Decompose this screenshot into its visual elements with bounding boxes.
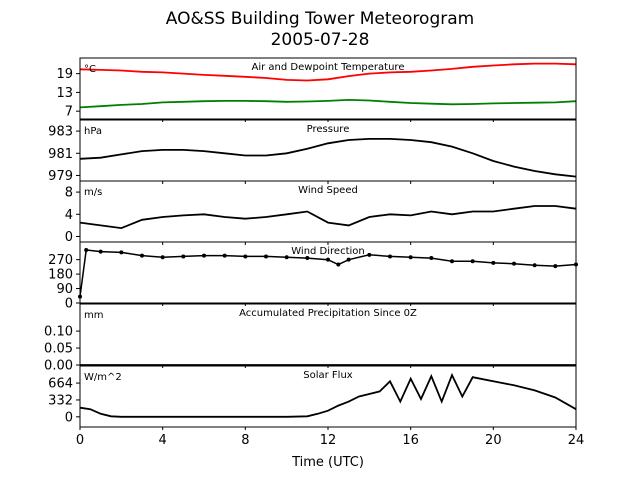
panel-title: Wind Direction bbox=[291, 246, 365, 257]
figure-title: AO&SS Building Tower Meteorogram bbox=[166, 9, 474, 29]
series-line-1 bbox=[79, 62, 577, 82]
x-tick-label: 4 bbox=[159, 433, 167, 448]
series-line-2 bbox=[79, 98, 577, 109]
panel-3: 0 4 8 m/s Wind Speed bbox=[65, 180, 577, 245]
x-tick-label: 20 bbox=[485, 433, 502, 448]
series-line-1 bbox=[79, 249, 577, 297]
x-tick-label: 16 bbox=[402, 433, 419, 448]
y-tick-label: 0 bbox=[65, 410, 73, 425]
y-tick-label: 981 bbox=[48, 147, 73, 162]
panel-unit: °C bbox=[84, 64, 96, 75]
panel-unit: W/m^2 bbox=[84, 372, 122, 383]
y-tick-label: 19 bbox=[56, 67, 73, 82]
x-tick-label: 24 bbox=[568, 433, 585, 448]
y-tick-label: 180 bbox=[48, 268, 73, 283]
x-axis: 0 4 8 12 16 20 24 bbox=[76, 433, 584, 448]
panel-unit: mm bbox=[84, 310, 103, 321]
panel-title: Accumulated Precipitation Since 0Z bbox=[239, 308, 417, 319]
y-tick-label: 664 bbox=[48, 377, 73, 392]
y-tick-label: 0.10 bbox=[44, 325, 73, 340]
series-line-1 bbox=[79, 372, 577, 418]
x-tick-label: 8 bbox=[241, 433, 249, 448]
panel-title: Pressure bbox=[307, 124, 350, 135]
panel-2: 979 981 983 hPa Pressure bbox=[48, 119, 577, 184]
y-tick-label: 0.05 bbox=[44, 342, 73, 357]
panel-5: 0.00 0.05 0.10 mm Accumulated Precipitation … bbox=[44, 303, 577, 374]
panel-title: Wind Speed bbox=[298, 185, 358, 196]
y-tick-label: 983 bbox=[48, 125, 73, 140]
y-tick-label: 0.00 bbox=[44, 359, 73, 374]
y-tick-label: 90 bbox=[56, 282, 73, 297]
panel-1: 7 13 19 °C Air and Dewpoint Temperature bbox=[56, 57, 577, 122]
panel-title: Solar Flux bbox=[303, 370, 353, 381]
panel-unit: m/s bbox=[84, 187, 102, 198]
y-tick-label: 13 bbox=[56, 86, 73, 101]
y-tick-label: 7 bbox=[65, 105, 73, 120]
y-tick-label: 270 bbox=[48, 253, 73, 268]
y-tick-label: 8 bbox=[65, 186, 73, 201]
y-tick-label: 4 bbox=[65, 208, 73, 223]
x-axis-label: Time (UTC) bbox=[291, 455, 364, 470]
x-tick-label: 12 bbox=[320, 433, 337, 448]
figure-subtitle: 2005-07-28 bbox=[271, 30, 370, 50]
y-tick-label: 0 bbox=[65, 297, 73, 312]
y-tick-label: 0 bbox=[65, 230, 73, 245]
y-tick-label: 979 bbox=[48, 169, 73, 184]
x-tick-label: 0 bbox=[76, 433, 84, 448]
panel-title: Air and Dewpoint Temperature bbox=[252, 62, 405, 73]
panels: 7 13 19 °C Air and Dewpoint Temperature 979 98… bbox=[44, 57, 578, 430]
series-line-1 bbox=[79, 137, 577, 178]
y-tick-label: 332 bbox=[48, 393, 73, 408]
series-line-1 bbox=[79, 205, 577, 230]
panel-unit: hPa bbox=[84, 126, 102, 137]
